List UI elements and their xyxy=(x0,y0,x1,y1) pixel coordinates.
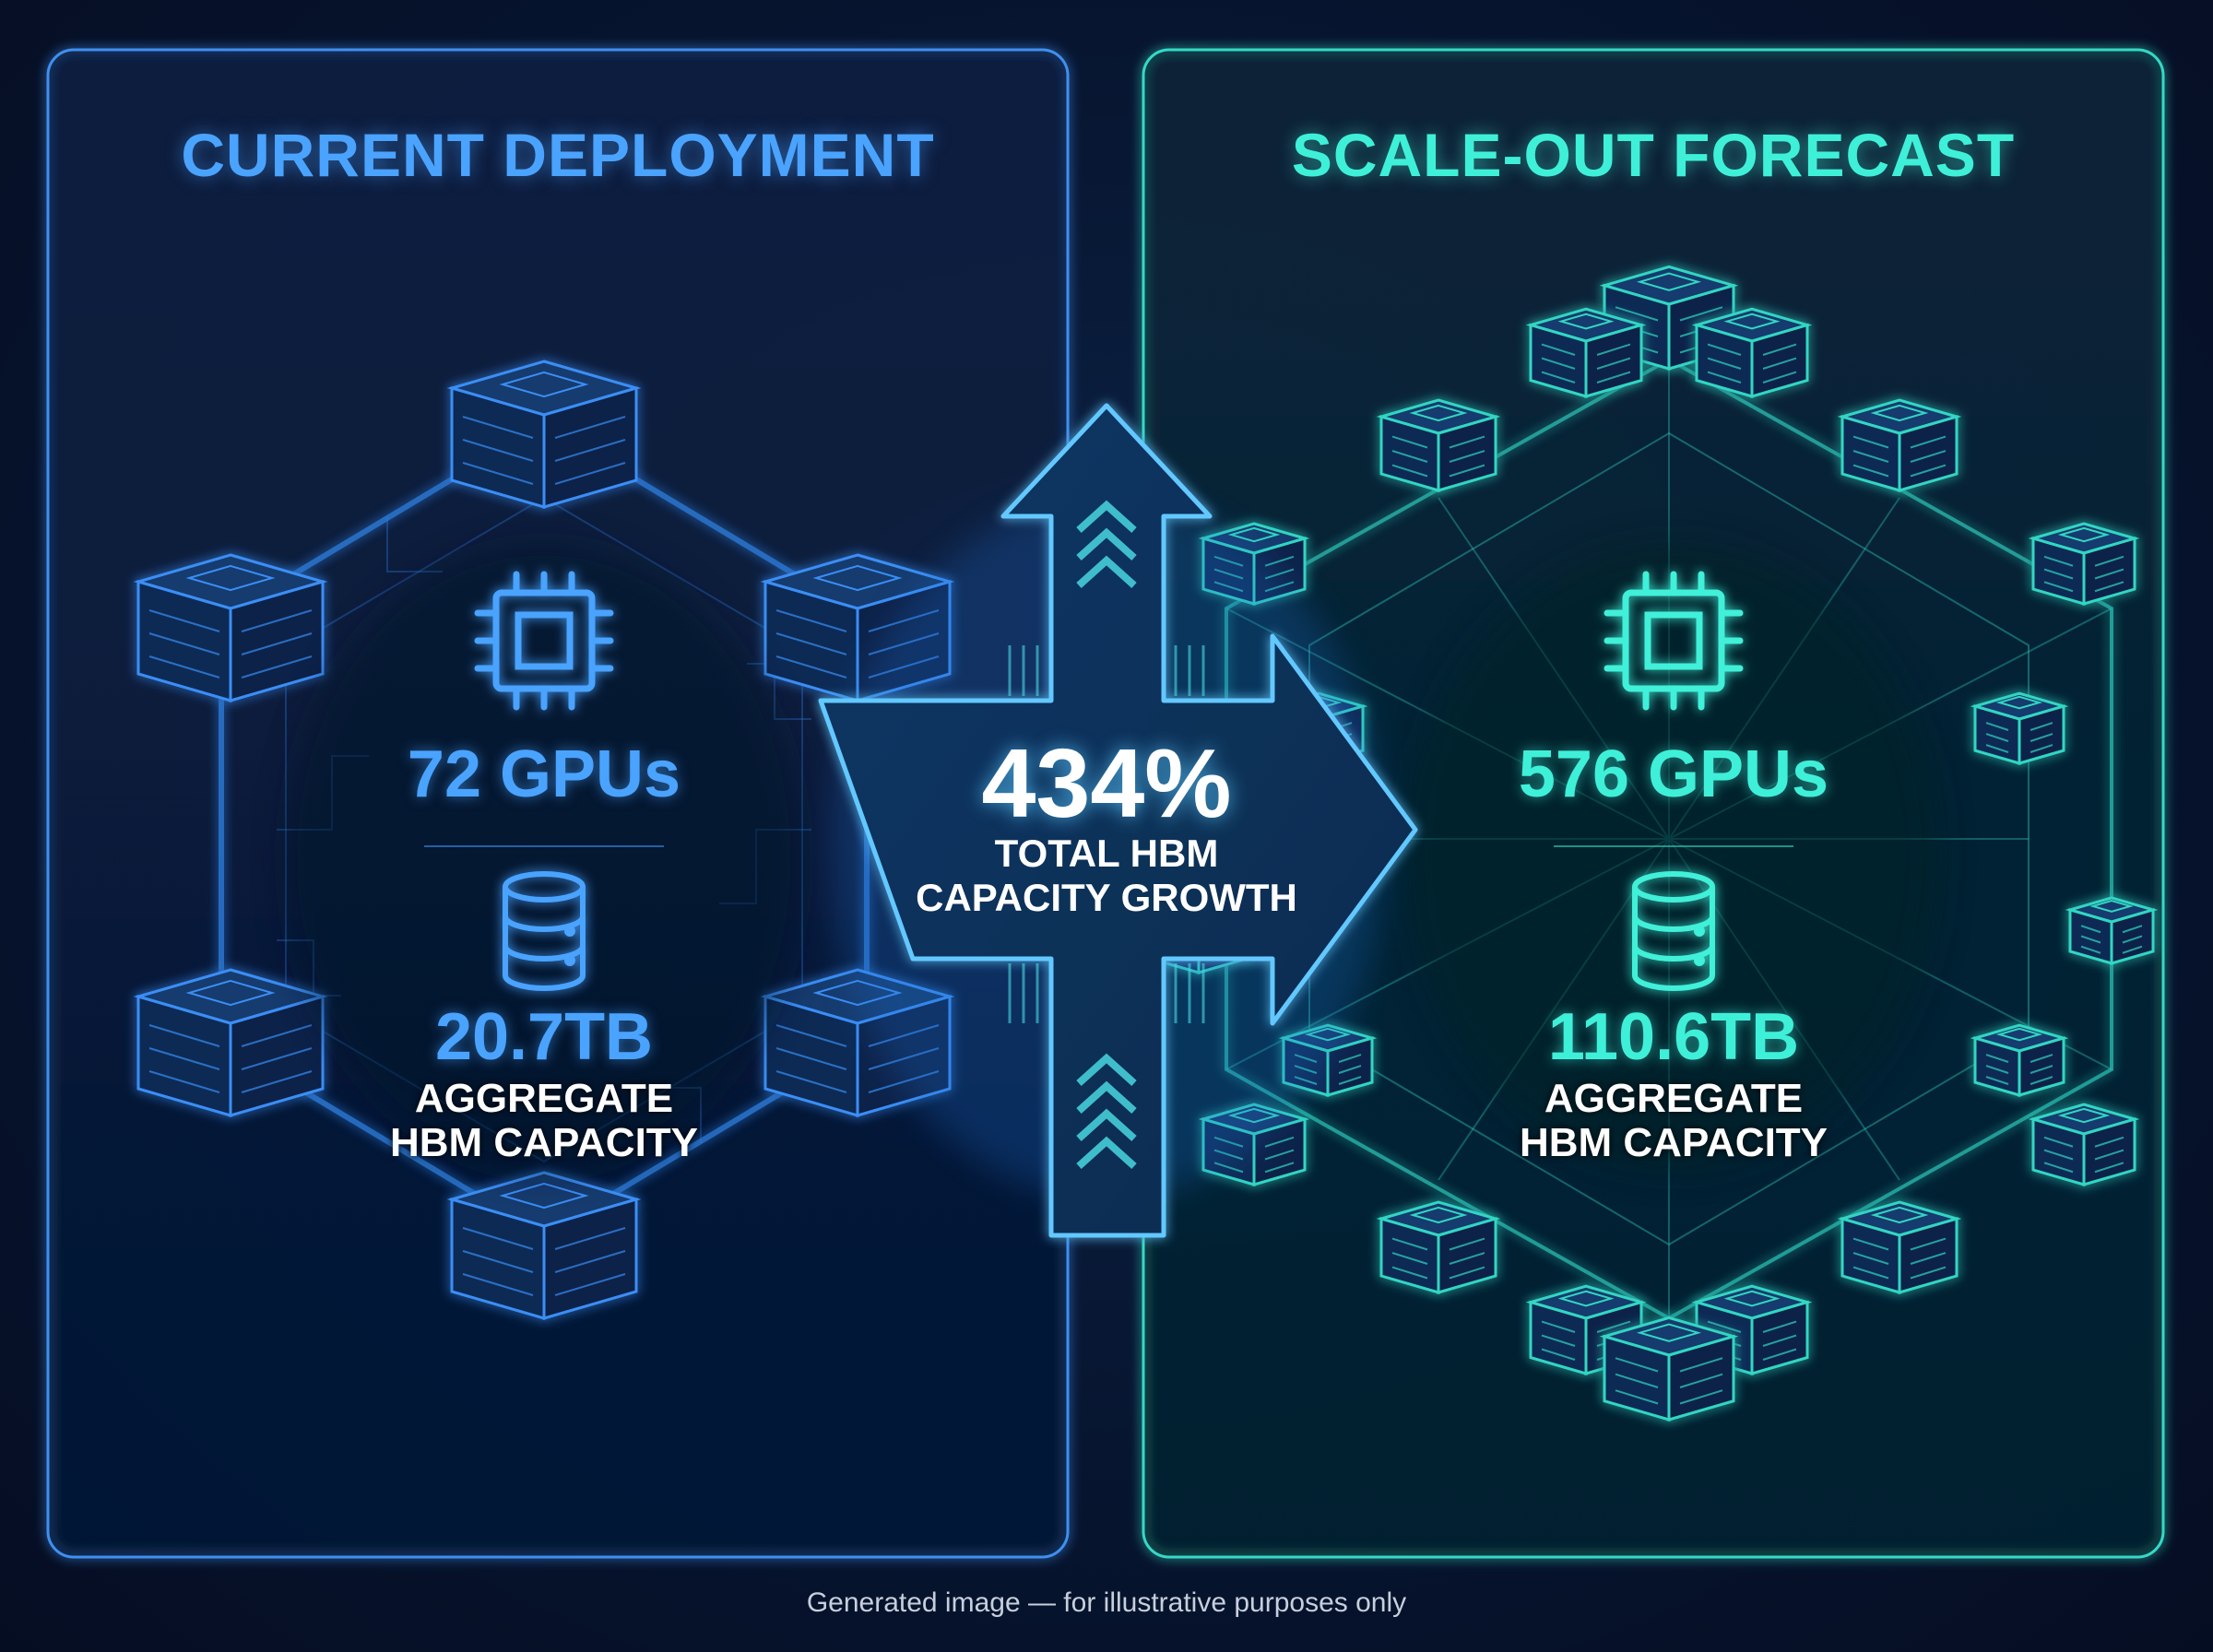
growth-label-line2: CAPACITY GROWTH xyxy=(916,876,1297,919)
server-rack-icon xyxy=(1970,691,2069,765)
left-hbm-label: AGGREGATE HBM CAPACITY xyxy=(267,1077,821,1165)
growth-percentage: 434% xyxy=(981,729,1232,838)
growth-label: TOTAL HBM CAPACITY GROWTH xyxy=(830,832,1383,920)
growth-label-line1: TOTAL HBM xyxy=(994,832,1219,875)
server-rack-icon xyxy=(1691,307,1813,398)
server-rack-icon xyxy=(1525,1284,1647,1375)
left-hbm-label-line2: HBM CAPACITY xyxy=(389,1120,699,1165)
server-node-icon xyxy=(133,553,328,702)
server-rack-icon xyxy=(1376,398,1501,492)
left-hbm-value: 20.7TB xyxy=(434,1000,654,1074)
server-rack-icon xyxy=(1599,1316,1739,1422)
left-gpu-count: 72 GPUs xyxy=(407,738,681,811)
left-chip-icon xyxy=(474,571,614,711)
arrow-stripes xyxy=(1008,645,1205,1023)
server-node-icon xyxy=(446,360,642,509)
server-rack-icon xyxy=(2065,896,2159,965)
server-node-icon xyxy=(133,968,328,1117)
server-rack-icon xyxy=(1376,1200,1501,1294)
right-chip-icon xyxy=(1604,571,1744,711)
server-rack-icon xyxy=(1837,398,1962,492)
growth-arrow xyxy=(818,403,1418,1238)
right-gpu-count: 576 GPUs xyxy=(1518,738,1829,811)
footnote: Generated image — for illustrative purpo… xyxy=(806,1587,1407,1618)
right-hbm-label-line1: AGGREGATE xyxy=(1544,1076,1804,1121)
left-database-icon xyxy=(503,871,586,991)
right-hbm-label-line2: HBM CAPACITY xyxy=(1519,1120,1828,1165)
server-rack-icon xyxy=(2028,1103,2140,1186)
left-panel-title: CURRENT DEPLOYMENT xyxy=(181,121,935,189)
right-database-icon xyxy=(1632,871,1715,991)
server-rack-icon xyxy=(1525,307,1647,398)
server-rack-icon xyxy=(2028,522,2140,606)
server-node-icon xyxy=(446,1171,642,1320)
chevrons-up-icon xyxy=(1076,1053,1137,1169)
server-rack-icon xyxy=(1970,1023,2069,1097)
left-hbm-label-line1: AGGREGATE xyxy=(414,1076,674,1121)
right-hbm-value: 110.6TB xyxy=(1547,1000,1800,1074)
right-hbm-label: AGGREGATE HBM CAPACITY xyxy=(1397,1077,1950,1165)
chevrons-up-icon xyxy=(1076,500,1137,588)
server-rack-icon xyxy=(1837,1200,1962,1294)
right-panel-title: SCALE-OUT FORECAST xyxy=(1291,121,2016,189)
